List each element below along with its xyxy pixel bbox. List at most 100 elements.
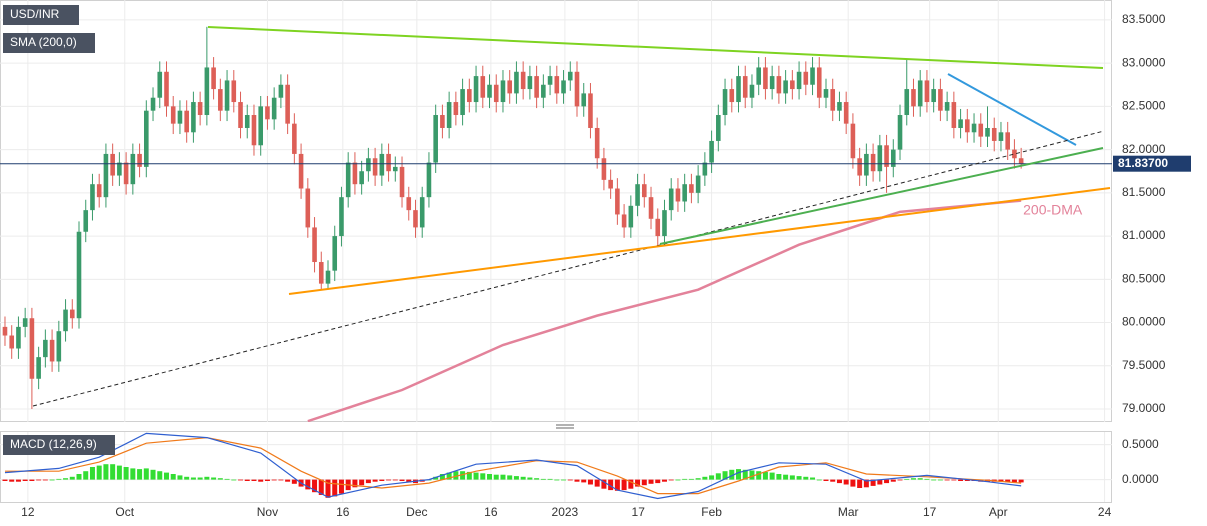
candle-body [359, 171, 364, 185]
candle-body [372, 158, 378, 176]
candle-body [648, 197, 654, 219]
indicator-box [3, 33, 95, 53]
symbol-box [3, 5, 79, 25]
macd-histogram-bar [446, 472, 452, 480]
macd-histogram-bar [574, 479, 580, 482]
candle-body [379, 153, 385, 176]
candle-body [339, 197, 344, 237]
macd-histogram-bar [15, 479, 21, 482]
macd-histogram-bar [137, 469, 143, 480]
macd-histogram-bar [567, 479, 573, 481]
macd-histogram-bar [2, 479, 8, 481]
signal-line [4, 436, 1022, 495]
macd-histogram-bar [480, 473, 486, 480]
macd-histogram-bar [231, 479, 237, 481]
candle-body [292, 123, 297, 154]
macd-histogram-bar [406, 479, 412, 483]
macd-histogram-bar [688, 478, 694, 480]
candle-body [998, 132, 1004, 141]
candle-body [446, 102, 452, 128]
candle-body [312, 227, 317, 263]
sma-annotation: 200-DMA [1023, 201, 1083, 217]
candle-body [90, 184, 95, 211]
macd-histogram-bar [722, 471, 728, 480]
macd-histogram-bar [359, 479, 365, 486]
macd-histogram-bar [702, 476, 708, 480]
macd-histogram-bar [36, 479, 42, 481]
candle-body [662, 210, 667, 237]
candle-body [2, 326, 8, 336]
y-tick-label: 83.0000 [1122, 55, 1166, 69]
candle-body [440, 115, 445, 128]
macd-panel [0, 431, 1112, 503]
macd-histogram-bar [587, 479, 593, 485]
macd-histogram-bar [143, 468, 149, 480]
candle-body [911, 89, 916, 107]
candle-body [837, 102, 842, 111]
candle-body [843, 102, 849, 124]
candle-body [594, 127, 600, 159]
macd-histogram-bar [197, 477, 203, 480]
price-panel [0, 0, 1112, 422]
macd-histogram-bar [365, 479, 371, 484]
x-tick-label: 16 [484, 505, 498, 519]
macd-histogram-bar [1011, 479, 1017, 483]
candle-body [150, 97, 156, 111]
macd-histogram-bar [890, 479, 896, 482]
candle-body [9, 335, 15, 349]
trendline [659, 147, 1104, 245]
candle-body [783, 80, 788, 94]
candle-body [830, 89, 836, 111]
macd-histogram-bar [870, 479, 876, 486]
macd-histogram-bar [796, 476, 802, 480]
candle-body [823, 89, 829, 98]
macd-histogram-bar [150, 469, 156, 480]
candle-body [641, 184, 647, 198]
candle-body [978, 123, 984, 137]
candle-body [507, 80, 513, 94]
candle-body [621, 214, 627, 228]
candle-body [366, 158, 371, 172]
macd-histogram-bar [204, 476, 210, 480]
candle-body [864, 153, 869, 176]
macd-histogram-bar [473, 472, 479, 480]
macd-histogram-bar [736, 469, 742, 480]
candle-body [951, 102, 957, 128]
candle-body [467, 89, 472, 103]
macd-histogram-bar [561, 479, 567, 481]
macd-histogram-bar [709, 475, 715, 480]
candle-body [547, 76, 553, 85]
candle-body [413, 210, 418, 228]
macd-histogram-bar [937, 479, 943, 481]
x-tick-label: Apr [989, 505, 1008, 519]
candle-body [500, 80, 506, 103]
candle-body [433, 115, 438, 163]
candle-body [534, 76, 539, 98]
candle-body [884, 145, 889, 167]
candle-body [318, 262, 324, 284]
candle-body [958, 119, 963, 128]
candle-body [473, 76, 479, 103]
macd-histogram-bar [884, 479, 890, 484]
macd-histogram-bar [190, 477, 196, 480]
macd-histogram-bar [944, 479, 950, 481]
macd-histogram-bar [931, 479, 937, 481]
macd-histogram-bar [554, 479, 560, 481]
candle-body [615, 188, 620, 215]
macd-histogram-bar [211, 477, 217, 480]
macd-histogram-bar [29, 479, 35, 481]
macd-histogram-bar [22, 479, 28, 481]
macd-histogram-bar [857, 479, 863, 488]
panel-handle[interactable] [556, 424, 574, 429]
candle-body [285, 84, 290, 124]
candle-body [716, 115, 721, 141]
candle-body [695, 175, 701, 193]
macd-histogram-bar [177, 475, 183, 480]
candle-body [702, 162, 708, 176]
macd-histogram-bar [291, 479, 297, 484]
candle-body [251, 115, 257, 146]
candle-body [985, 127, 990, 137]
macd-histogram-bar [386, 479, 392, 481]
candle-body [742, 76, 748, 98]
macd-histogram-bar [258, 479, 264, 482]
